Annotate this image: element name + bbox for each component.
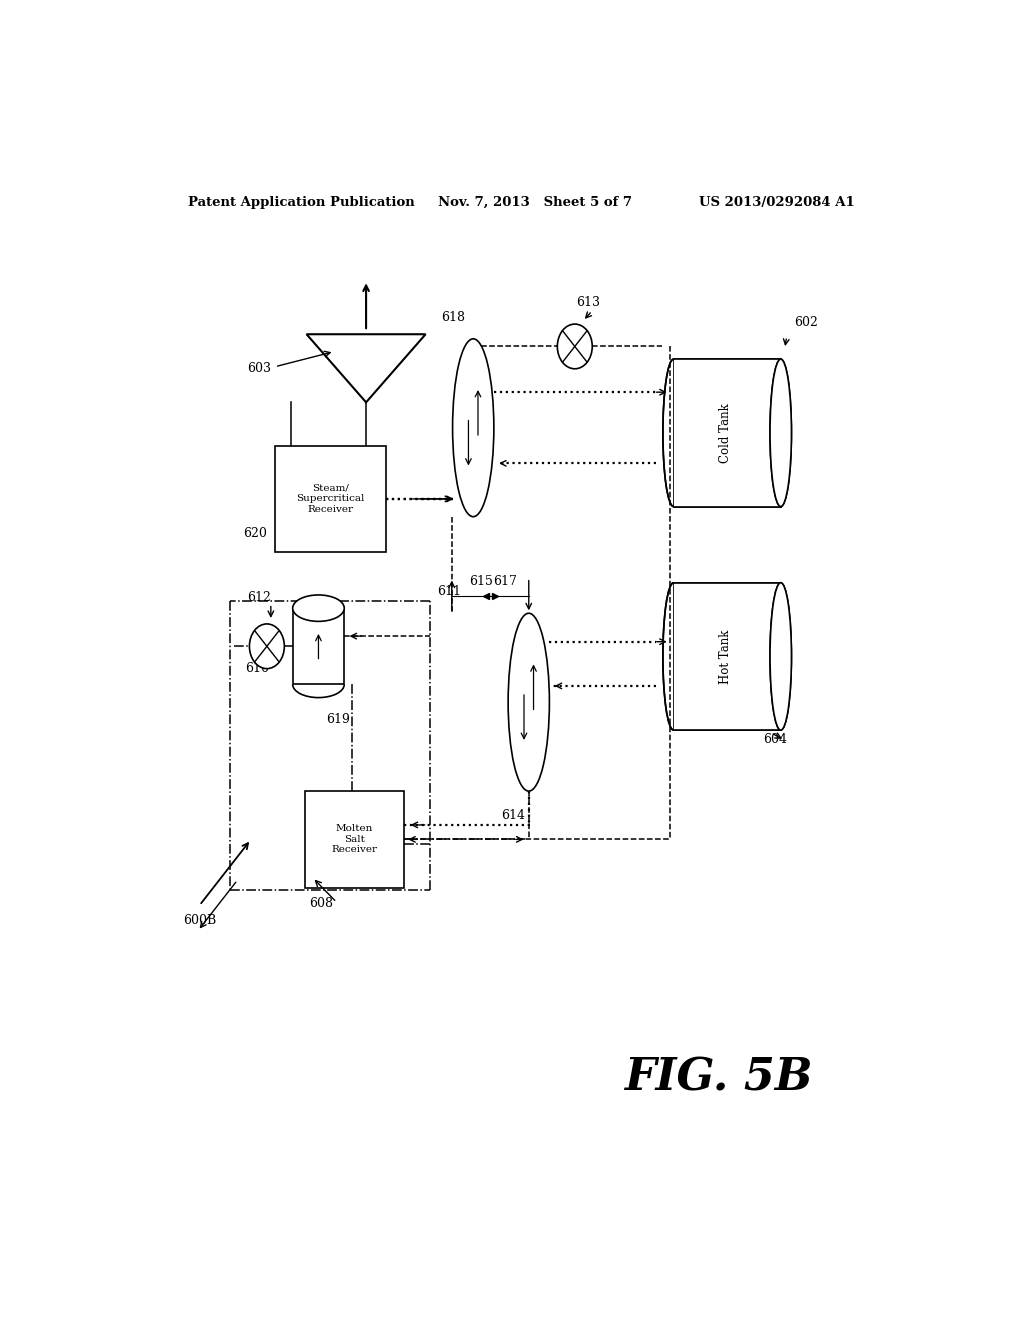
Ellipse shape (453, 339, 494, 516)
Text: 600B: 600B (183, 913, 217, 927)
Text: Molten
Salt
Receiver: Molten Salt Receiver (331, 825, 377, 854)
Text: 610: 610 (246, 661, 269, 675)
Text: Hot Tank: Hot Tank (719, 630, 731, 684)
Text: 614: 614 (501, 809, 525, 822)
Bar (293, 609, 344, 684)
Text: Nov. 7, 2013   Sheet 5 of 7: Nov. 7, 2013 Sheet 5 of 7 (437, 195, 632, 209)
Text: Patent Application Publication: Patent Application Publication (187, 195, 415, 209)
Text: 617: 617 (494, 576, 517, 589)
Text: 602: 602 (795, 315, 818, 329)
Ellipse shape (508, 614, 550, 791)
Ellipse shape (770, 359, 792, 507)
Bar (274, 446, 386, 552)
Text: 603: 603 (247, 362, 271, 375)
Text: 604: 604 (763, 733, 786, 746)
Bar (674, 359, 780, 507)
Text: 620: 620 (243, 527, 267, 540)
Text: US 2013/0292084 A1: US 2013/0292084 A1 (699, 195, 855, 209)
Text: 611: 611 (437, 586, 462, 598)
Text: FIG. 5B: FIG. 5B (624, 1057, 812, 1100)
Text: 612: 612 (247, 590, 271, 603)
Text: Cold Tank: Cold Tank (719, 403, 731, 463)
Bar (674, 582, 780, 730)
Text: 619: 619 (327, 713, 350, 726)
Text: 608: 608 (309, 898, 333, 911)
Text: Steam/
Supercritical
Receiver: Steam/ Supercritical Receiver (296, 484, 365, 513)
Ellipse shape (250, 624, 285, 669)
Ellipse shape (293, 595, 344, 622)
Bar (304, 791, 403, 887)
Ellipse shape (770, 582, 792, 730)
Text: 618: 618 (441, 312, 466, 323)
Ellipse shape (770, 582, 792, 730)
Ellipse shape (557, 325, 592, 368)
Ellipse shape (770, 359, 792, 507)
Text: 615: 615 (469, 576, 494, 589)
Bar (674, 582, 780, 730)
Text: 613: 613 (577, 296, 600, 309)
Bar (674, 359, 780, 507)
